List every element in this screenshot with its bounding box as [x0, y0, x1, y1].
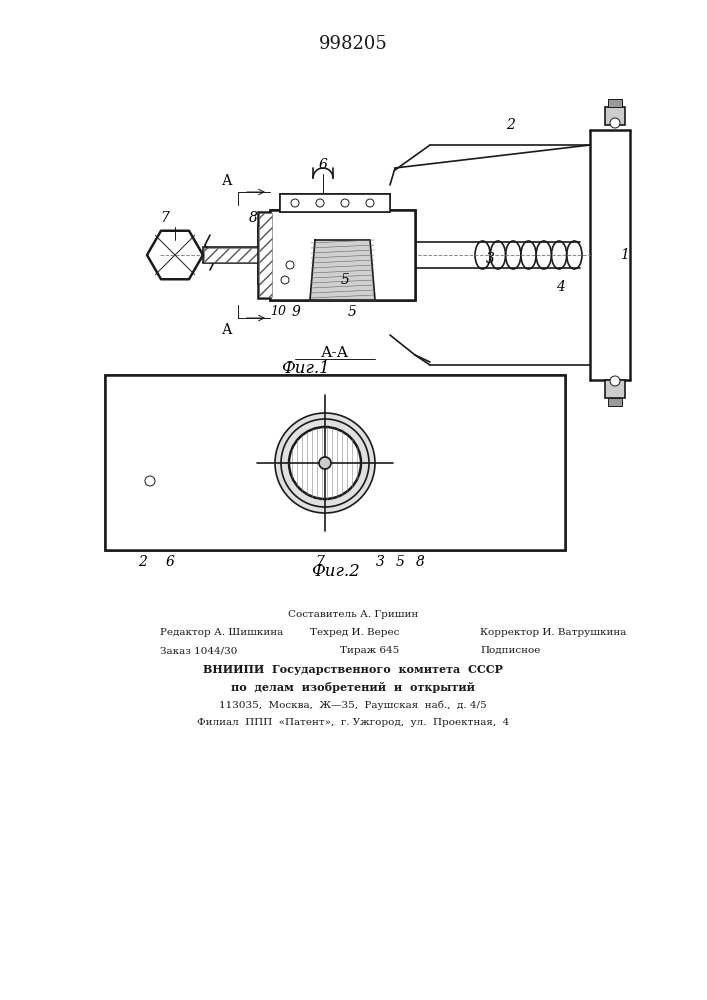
Bar [258, 212, 273, 298]
Text: А: А [221, 323, 232, 337]
Text: 8: 8 [249, 211, 257, 225]
Bar [105, 375, 565, 550]
Text: 1: 1 [620, 248, 629, 262]
Text: 113035,  Москва,  Ж—35,  Раушская  наб.,  д. 4/5: 113035, Москва, Ж—35, Раушская наб., д. … [219, 700, 487, 710]
Text: Заказ 1044/30: Заказ 1044/30 [160, 646, 238, 655]
Text: 3: 3 [375, 555, 385, 569]
Polygon shape [204, 248, 260, 262]
Circle shape [286, 261, 294, 269]
Circle shape [538, 523, 548, 533]
Text: Фиг.2: Фиг.2 [310, 563, 359, 580]
Text: 4: 4 [556, 280, 564, 294]
Text: Фиг.1: Фиг.1 [281, 360, 329, 377]
Bar [258, 226, 276, 284]
Circle shape [281, 419, 369, 507]
Text: Техред И. Верес: Техред И. Верес [310, 628, 399, 637]
Polygon shape [259, 213, 272, 297]
Bar [280, 194, 390, 212]
Text: Филиал  ППП  «Патент»,  г. Ужгород,  ул.  Проектная,  4: Филиал ППП «Патент», г. Ужгород, ул. Про… [197, 718, 509, 727]
Circle shape [529, 514, 557, 542]
Circle shape [269, 407, 381, 519]
Bar [270, 210, 415, 300]
Text: 8: 8 [416, 555, 424, 569]
Text: 5: 5 [395, 555, 404, 569]
Circle shape [319, 457, 331, 469]
Circle shape [281, 276, 289, 284]
Circle shape [113, 514, 141, 542]
Circle shape [529, 383, 557, 411]
Text: 6: 6 [319, 158, 327, 172]
Text: Подписное: Подписное [480, 646, 540, 655]
Circle shape [275, 413, 375, 513]
Text: 2: 2 [139, 555, 148, 569]
Text: Редактор А. Шишкина: Редактор А. Шишкина [160, 628, 284, 637]
Bar [270, 210, 415, 300]
Bar [608, 398, 622, 406]
Circle shape [145, 476, 155, 486]
Text: Корректор И. Ватрушкина: Корректор И. Ватрушкина [480, 628, 626, 637]
Bar [608, 99, 622, 107]
Text: 998205: 998205 [319, 35, 387, 53]
Text: 3: 3 [486, 252, 494, 266]
Circle shape [263, 401, 387, 525]
Text: Составитель А. Гришин: Составитель А. Гришин [288, 610, 418, 619]
Text: 5: 5 [348, 305, 356, 319]
Circle shape [341, 199, 349, 207]
Bar [105, 375, 565, 550]
Bar [280, 194, 390, 212]
Text: А: А [221, 174, 232, 188]
Circle shape [122, 523, 132, 533]
Circle shape [291, 199, 299, 207]
Circle shape [610, 376, 620, 386]
Text: 7: 7 [315, 555, 325, 569]
Text: 7: 7 [160, 211, 170, 225]
Circle shape [538, 392, 548, 402]
Text: 6: 6 [165, 555, 175, 569]
Polygon shape [280, 194, 390, 212]
Text: 6: 6 [377, 397, 386, 411]
Text: А-А: А-А [321, 346, 349, 360]
Circle shape [122, 392, 132, 402]
Circle shape [610, 118, 620, 128]
Circle shape [316, 199, 324, 207]
Text: 2: 2 [506, 118, 515, 132]
Text: Тираж 645: Тираж 645 [340, 646, 399, 655]
Circle shape [366, 199, 374, 207]
Polygon shape [310, 240, 375, 300]
Text: по  делам  изобретений  и  открытий: по делам изобретений и открытий [231, 682, 475, 693]
Circle shape [113, 383, 141, 411]
Text: 9: 9 [291, 305, 300, 319]
Bar [203, 247, 261, 263]
Text: 10: 10 [270, 305, 286, 318]
Circle shape [289, 427, 361, 499]
Bar [605, 107, 625, 125]
Text: 5: 5 [341, 273, 349, 287]
Bar [605, 380, 625, 398]
Text: ВНИИПИ  Государственного  комитета  СССР: ВНИИПИ Государственного комитета СССР [203, 664, 503, 675]
